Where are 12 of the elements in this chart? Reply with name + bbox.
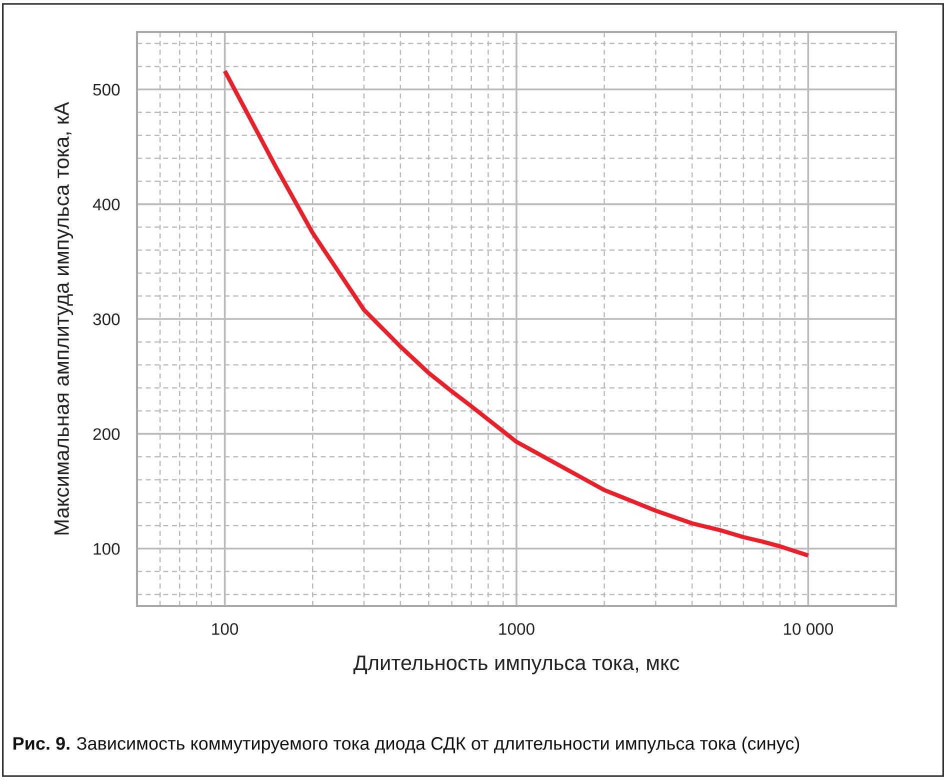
y-tick-label: 300 (93, 313, 120, 326)
x-tick-label: 10 000 (784, 623, 834, 635)
x-tick-label: 1000 (499, 623, 534, 635)
y-tick-label: 200 (93, 428, 120, 440)
y-tick-label: 100 (94, 543, 120, 555)
y-tick-label: 500 (93, 84, 120, 96)
y-tick-label: 400 (92, 198, 120, 210)
text: Зависимость коммутируемого тока диода СДК от длительности импульса тока (синус) (76, 736, 800, 754)
y-axis-title: Максимальная амплитуда импульса тока, кА (54, 102, 74, 534)
text: Рис. 9. (14, 737, 70, 750)
x-tick-label: 100 (212, 623, 238, 635)
x-axis-title: Длительность импульса тока, мкс (353, 656, 680, 674)
